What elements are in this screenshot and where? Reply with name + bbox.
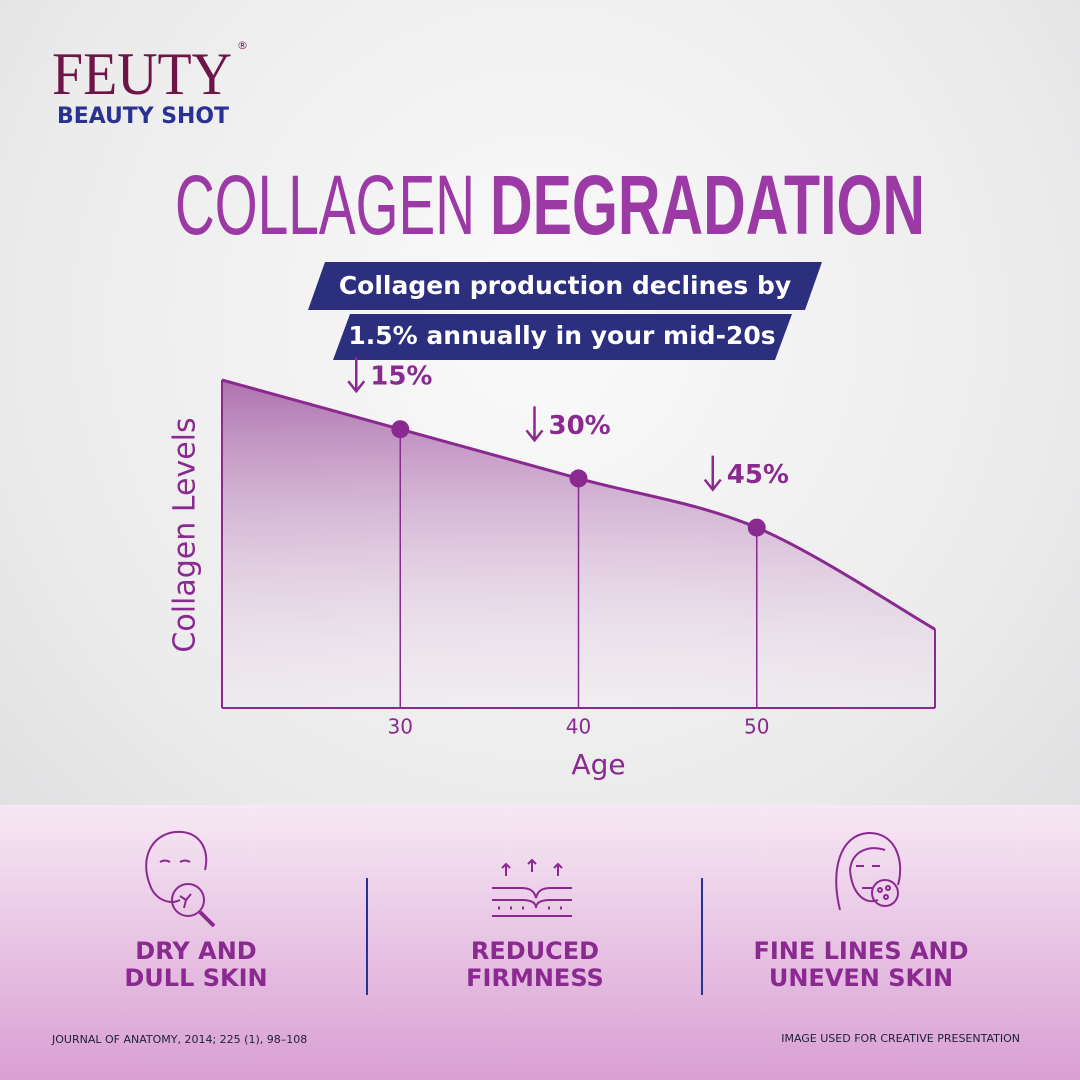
point (569, 469, 588, 488)
x-tick-label: 40 (566, 715, 591, 739)
y-axis-label: Collagen Levels (168, 417, 203, 652)
source-note: JOURNAL OF ANATOMY, 2014; 225 (1), 98–10… (51, 1033, 307, 1046)
feature-label: FIRMNESS (466, 964, 604, 992)
icon-firmness (492, 858, 572, 917)
feature-panel (0, 805, 1080, 1080)
title-light: COLLAGEN (175, 158, 475, 252)
image-note: IMAGE USED FOR CREATIVE PRESENTATION (781, 1032, 1020, 1045)
down-arrow (347, 357, 366, 394)
banner-bar (333, 314, 792, 360)
feature-label: UNEVEN SKIN (769, 964, 953, 992)
title-bold: DEGRADATION (490, 158, 925, 252)
feature-label: DULL SKIN (124, 964, 267, 992)
feature-label: DRY AND (135, 937, 256, 965)
value-label: 45% (727, 460, 789, 490)
point (747, 518, 766, 537)
down-arrow (703, 455, 722, 492)
down-arrow (525, 406, 544, 443)
brand-name: FEUTY (52, 41, 232, 107)
banner-bar (308, 262, 822, 310)
icon-dry-skin (145, 830, 216, 928)
x-tick-label: 50 (744, 715, 769, 739)
value-label: 15% (370, 362, 432, 392)
icon-fine-lines (835, 831, 902, 911)
feature-label: FINE LINES AND (753, 937, 968, 965)
banner-text: 1.5% annually in your mid-20s (348, 321, 775, 350)
brand-tagline: BEAUTY SHOT (57, 104, 229, 129)
point (391, 420, 410, 439)
banner-text: Collagen production declines by (339, 271, 791, 300)
chart: 15% 30% 45% 30 40 50 Age Collagen Levels (168, 357, 936, 781)
feature-label: REDUCED (471, 937, 599, 965)
x-tick-label: 30 (388, 715, 413, 739)
value-label: 30% (549, 411, 611, 441)
x-axis-label: Age (571, 748, 625, 781)
brand-mark: ® (237, 39, 248, 52)
